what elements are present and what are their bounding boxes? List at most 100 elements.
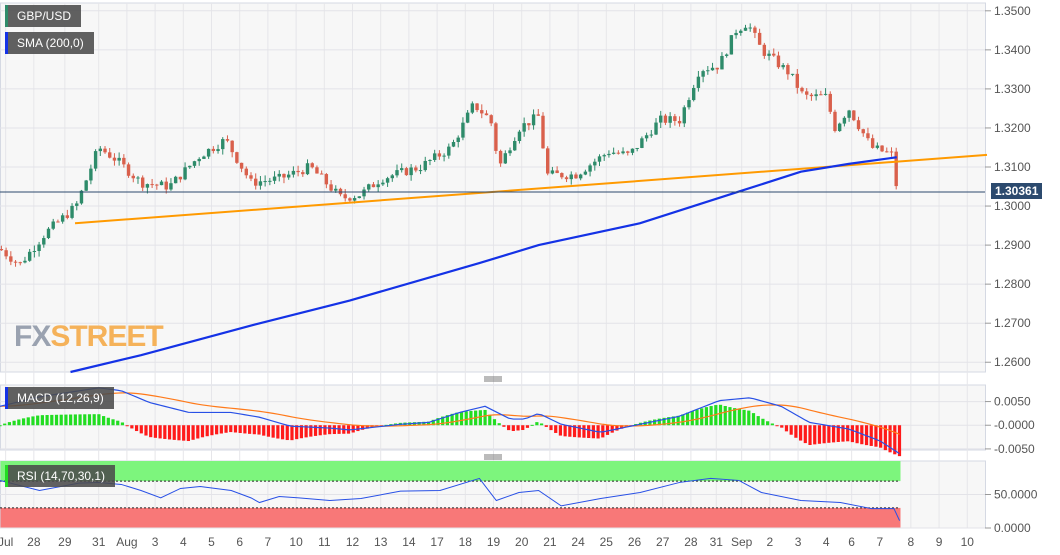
- macd-histogram-bar: [817, 425, 822, 444]
- candle-body: [164, 181, 168, 190]
- macd-histogram-bar: [850, 425, 855, 443]
- candle-body: [866, 133, 870, 139]
- macd-histogram-bar: [662, 417, 666, 426]
- macd-histogram-bar: [299, 425, 304, 439]
- candle-body: [216, 149, 220, 152]
- macd-histogram-bar: [455, 412, 459, 426]
- candle-body: [635, 147, 639, 149]
- macd-histogram-bar: [87, 414, 92, 426]
- y-tick-label: 1.3400: [994, 43, 1031, 57]
- x-tick-label: 4: [180, 535, 187, 549]
- x-tick-label: 18: [459, 535, 473, 549]
- candle-body: [305, 163, 310, 175]
- sma-legend[interactable]: SMA (200,0): [5, 32, 94, 54]
- macd-histogram-bar: [676, 415, 680, 426]
- macd-histogram-bar: [822, 425, 826, 444]
- candle-body: [508, 150, 512, 154]
- macd-histogram-bar: [12, 420, 16, 426]
- macd-histogram-bar: [295, 425, 299, 440]
- macd-histogram-bar: [36, 415, 40, 426]
- macd-histogram-bar: [158, 425, 162, 439]
- candle-body: [833, 111, 837, 132]
- candle-body: [324, 174, 329, 185]
- candle-body: [852, 110, 856, 121]
- candle-body: [739, 30, 743, 33]
- candle-body: [456, 137, 460, 142]
- macd-histogram-bar: [0, 425, 2, 427]
- candle-body: [385, 178, 390, 183]
- x-tick-label: 10: [961, 535, 975, 549]
- y-tick-label: 1.2900: [994, 238, 1031, 252]
- y-tick-label: 1.3500: [994, 4, 1031, 18]
- candle-body: [819, 94, 823, 96]
- macd-histogram-bar: [690, 411, 694, 426]
- macd-histogram-bar: [149, 425, 153, 438]
- candle-body: [696, 76, 701, 88]
- candle-body: [513, 140, 517, 151]
- macd-histogram-bar: [554, 425, 558, 433]
- candle-body: [809, 94, 814, 97]
- candle-body: [395, 170, 399, 176]
- macd-histogram-bar: [459, 411, 464, 426]
- candle-body: [291, 170, 296, 175]
- macd-histogram-bar: [549, 425, 553, 431]
- candle-body: [856, 120, 861, 130]
- candle-body: [470, 103, 475, 113]
- candle-body: [409, 167, 413, 176]
- candle-body: [663, 115, 668, 123]
- macd-signal-line: [0, 392, 900, 435]
- candle-body: [772, 53, 776, 56]
- macd-histogram-bar: [365, 425, 369, 429]
- candle-body: [371, 184, 376, 188]
- x-tick-label: 5: [208, 535, 215, 549]
- candle-body: [9, 256, 13, 262]
- candle-body: [108, 152, 112, 158]
- symbol-legend[interactable]: GBP/USD: [5, 5, 82, 27]
- macd-histogram-bar: [671, 416, 676, 426]
- macd-legend[interactable]: MACD (12,26,9): [5, 387, 114, 409]
- candle-body: [682, 107, 686, 124]
- candle-body: [494, 123, 498, 151]
- candle-body: [79, 190, 84, 204]
- macd-histogram-bar: [356, 425, 360, 432]
- macd-histogram-bar: [210, 425, 214, 436]
- candle-body: [626, 151, 630, 153]
- candle-body: [235, 152, 239, 163]
- x-tick-label: 17: [430, 535, 444, 549]
- macd-histogram-bar: [83, 414, 87, 426]
- macd-histogram-bar: [271, 425, 275, 438]
- macd-histogram-bar: [111, 419, 115, 426]
- candle-body: [367, 184, 371, 190]
- candle-body: [348, 198, 352, 201]
- macd-histogram-bar: [761, 418, 765, 426]
- macd-histogram-bar: [789, 425, 793, 435]
- macd-histogram-bar: [568, 425, 572, 437]
- macd-histogram-bar: [700, 408, 704, 426]
- candle-body: [357, 196, 362, 199]
- candle-body: [517, 131, 522, 141]
- candle-body: [668, 116, 672, 123]
- macd-histogram-bar: [718, 404, 723, 426]
- candle-body: [621, 151, 625, 154]
- rsi-legend[interactable]: RSI (14,70,30,1): [5, 465, 116, 487]
- candle-body: [706, 70, 710, 72]
- macd-histogram-bar: [17, 419, 21, 426]
- macd-histogram-bar: [7, 422, 12, 426]
- macd-histogram-bar: [191, 425, 195, 440]
- candle-body: [861, 129, 865, 134]
- candle-body: [800, 87, 804, 92]
- macd-histogram-bar: [747, 410, 751, 426]
- macd-histogram-bar: [733, 408, 737, 426]
- macd-histogram-bar: [290, 425, 294, 441]
- x-tick-label: 21: [543, 535, 557, 549]
- candle-body: [720, 55, 724, 70]
- candle-body: [183, 167, 187, 180]
- candle-body: [489, 115, 493, 124]
- macd-histogram-bar: [313, 425, 318, 436]
- macd-histogram-bar: [831, 425, 836, 443]
- macd-histogram-bar: [252, 425, 256, 435]
- oversold-zone: [0, 507, 901, 528]
- current-price-badge: 1.30361: [991, 183, 1043, 199]
